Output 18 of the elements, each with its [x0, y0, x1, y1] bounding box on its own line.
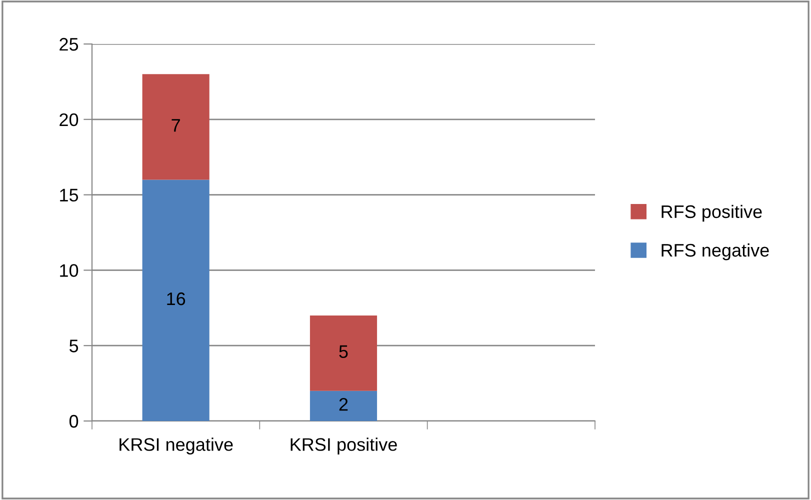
data-label: 7	[172, 119, 180, 132]
bar	[142, 74, 210, 180]
data-label: 2	[339, 398, 348, 411]
y-tick-label: 15	[60, 188, 78, 202]
y-tick-label: 20	[60, 113, 78, 126]
legend-label: RFS negative	[662, 243, 769, 260]
bar	[310, 390, 378, 421]
y-tick-label: 25	[60, 38, 78, 51]
data-label: 5	[339, 345, 348, 358]
y-tick-label: 5	[69, 340, 78, 352]
x-tick-label: KRSI negative	[120, 438, 233, 454]
y-tick-label: 0	[69, 414, 78, 428]
y-tick-label: 10	[60, 264, 78, 277]
data-label: 16	[167, 292, 186, 306]
bar	[310, 315, 378, 391]
bar	[142, 180, 210, 421]
x-tick-label: KRSI positive	[290, 438, 397, 454]
legend-label: RFS positive	[662, 204, 762, 222]
